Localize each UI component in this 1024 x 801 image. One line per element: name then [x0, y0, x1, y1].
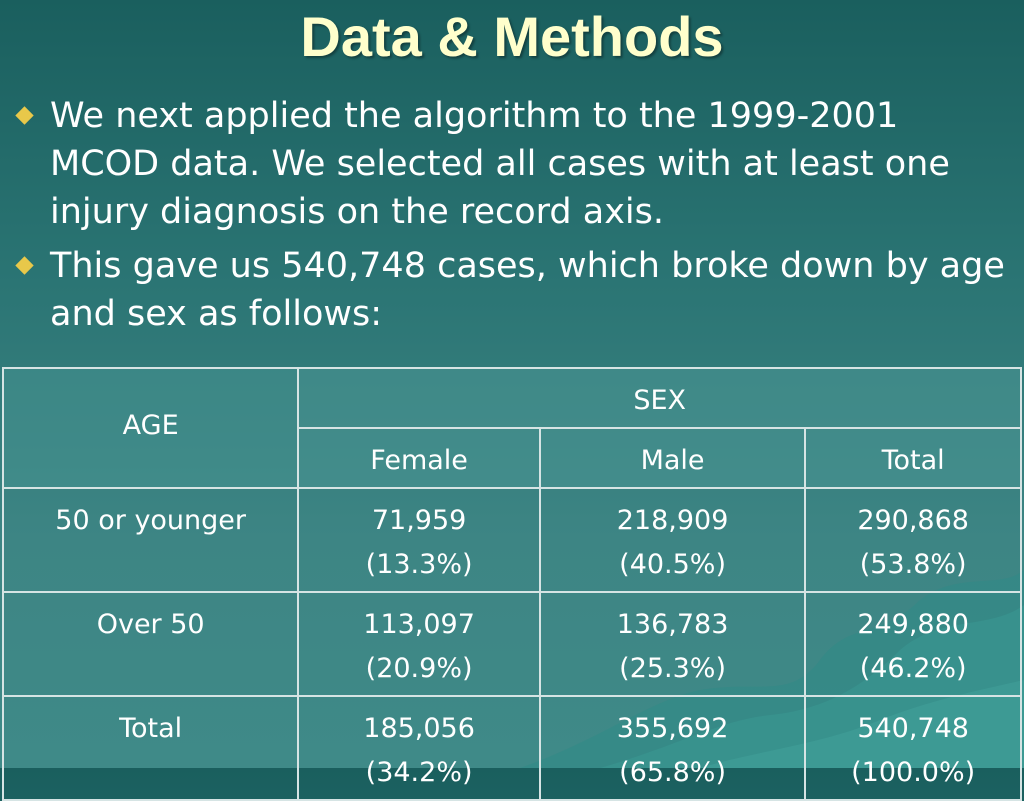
table-cell: 249,880 (46.2%)	[804, 591, 1022, 697]
cell-percent: (34.2%)	[365, 757, 473, 788]
table-cell: 185,056 (34.2%)	[297, 695, 541, 801]
row-label: Total	[1, 695, 300, 801]
row-label: Over 50	[1, 591, 300, 697]
bullet-list: We next applied the algorithm to the 199…	[12, 92, 1017, 344]
cell-percent: (53.8%)	[859, 549, 967, 580]
table-cell: 113,097 (20.9%)	[297, 591, 541, 697]
cell-percent: (100.0%)	[851, 757, 976, 788]
cell-count: 218,909	[616, 505, 729, 536]
column-header-male: Male	[538, 427, 807, 489]
table-cell: 540,748 (100.0%)	[804, 695, 1022, 801]
table-row: Over 50 113,097 (20.9%) 136,783 (25.3%) 24…	[1, 591, 1022, 697]
cell-count: 71,959	[371, 505, 467, 536]
row-label: 50 or younger	[1, 487, 300, 593]
table-row: 50 or younger 71,959 (13.3%) 218,909 (40.5…	[1, 487, 1022, 593]
column-header-total: Total	[804, 427, 1022, 489]
cell-percent: (65.8%)	[619, 757, 726, 788]
bullet-item: This gave us 540,748 cases, which broke …	[12, 242, 1017, 338]
cell-count: 113,097	[363, 609, 475, 640]
cell-count: 355,692	[616, 713, 729, 744]
age-sex-table: AGE SEX Female Male Total 50 or younger …	[1, 367, 1022, 801]
table-cell: 355,692 (65.8%)	[538, 695, 807, 801]
cell-count: 290,868	[857, 505, 969, 536]
bullet-text: We next applied the algorithm to the 199…	[50, 96, 950, 232]
cell-percent: (13.3%)	[365, 549, 473, 580]
bullet-text: This gave us 540,748 cases, which broke …	[50, 246, 1005, 334]
table-cell: 136,783 (25.3%)	[538, 591, 807, 697]
diamond-bullet-icon	[15, 106, 34, 125]
cell-percent: (25.3%)	[619, 653, 726, 684]
table-row: Total 185,056 (34.2%) 355,692 (65.8%) 540,…	[1, 695, 1022, 801]
bullet-item: We next applied the algorithm to the 199…	[12, 92, 1017, 236]
table-cell: 290,868 (53.8%)	[804, 487, 1022, 593]
table-cell: 71,959 (13.3%)	[297, 487, 541, 593]
age-header: AGE	[1, 367, 300, 489]
cell-percent: (20.9%)	[365, 653, 473, 684]
cell-percent: (46.2%)	[859, 653, 967, 684]
sex-header: SEX	[297, 367, 1022, 429]
table-cell: 218,909 (40.5%)	[538, 487, 807, 593]
cell-count: 185,056	[363, 713, 475, 744]
column-header-female: Female	[297, 427, 541, 489]
diamond-bullet-icon	[15, 256, 34, 275]
cell-count: 540,748	[857, 713, 969, 744]
cell-count: 249,880	[857, 609, 969, 640]
cell-count: 136,783	[616, 609, 729, 640]
cell-percent: (40.5%)	[619, 549, 726, 580]
slide-title: Data & Methods	[300, 5, 724, 68]
